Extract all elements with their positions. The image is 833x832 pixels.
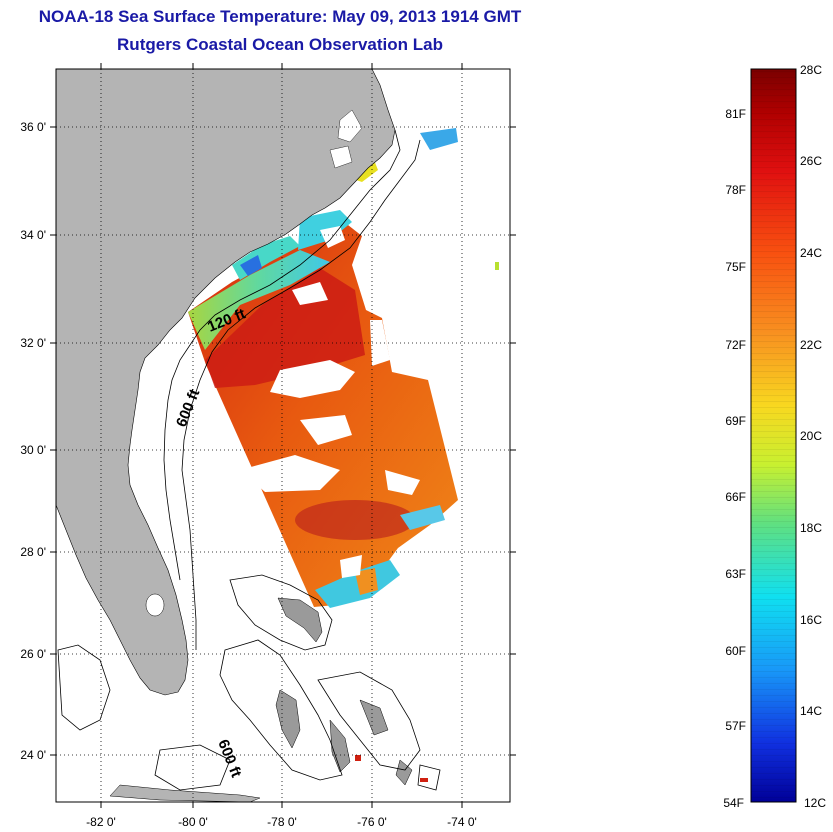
colorbar-f-57: 57F xyxy=(725,719,746,733)
map-subtitle: Rutgers Coastal Ocean Observation Lab xyxy=(117,35,443,54)
colorbar-f-75: 75F xyxy=(725,260,746,274)
map-title: NOAA-18 Sea Surface Temperature: May 09,… xyxy=(38,7,522,26)
colorbar-f-60: 60F xyxy=(725,644,746,658)
colorbar-c-20: 20C xyxy=(800,429,822,443)
lake-okeechobee xyxy=(145,593,165,617)
colorbar-f-72: 72F xyxy=(725,338,746,352)
colorbar-c-28: 28C xyxy=(800,63,822,77)
map-plot-area: 120 ft 600 ft 600 ft xyxy=(56,69,510,802)
colorbar-f-78: 78F xyxy=(725,183,746,197)
colorbar-c-24: 24C xyxy=(800,246,822,260)
land-mainland xyxy=(56,69,396,696)
colorbar-f-81: 81F xyxy=(725,107,746,121)
axis-ticks xyxy=(50,63,516,808)
sst-swath xyxy=(188,128,499,782)
lat-label-26: 26 0' xyxy=(20,647,46,661)
colorbar-c-18: 18C xyxy=(800,521,822,535)
lon-label-76: -76 0' xyxy=(357,815,387,829)
bahamas xyxy=(275,597,413,786)
map-frame xyxy=(55,68,511,803)
lat-label-24: 24 0' xyxy=(20,748,46,762)
lat-label-36: 36 0' xyxy=(20,120,46,134)
colorbar-c-12: 12C xyxy=(804,796,826,810)
lon-label-80: -80 0' xyxy=(178,815,208,829)
lat-label-30: 30 0' xyxy=(20,443,46,457)
colorbar-c-16: 16C xyxy=(800,613,822,627)
colorbar-f-66: 66F xyxy=(725,490,746,504)
colorbar-c-26: 26C xyxy=(800,154,822,168)
lat-label-34: 34 0' xyxy=(20,228,46,242)
bathymetry-contours xyxy=(57,129,441,791)
colorbar-f-63: 63F xyxy=(725,567,746,581)
florida-keys xyxy=(109,784,261,802)
colorbar-f-54: 54F xyxy=(723,796,744,810)
colorbar-f-69: 69F xyxy=(725,414,746,428)
colorbar-c-22: 22C xyxy=(800,338,822,352)
lat-label-32: 32 0' xyxy=(20,336,46,350)
lat-label-28: 28 0' xyxy=(20,545,46,559)
lon-label-82: -82 0' xyxy=(86,815,116,829)
lon-label-74: -74 0' xyxy=(447,815,477,829)
lon-label-78: -78 0' xyxy=(267,815,297,829)
colorbar-c-14: 14C xyxy=(800,704,822,718)
